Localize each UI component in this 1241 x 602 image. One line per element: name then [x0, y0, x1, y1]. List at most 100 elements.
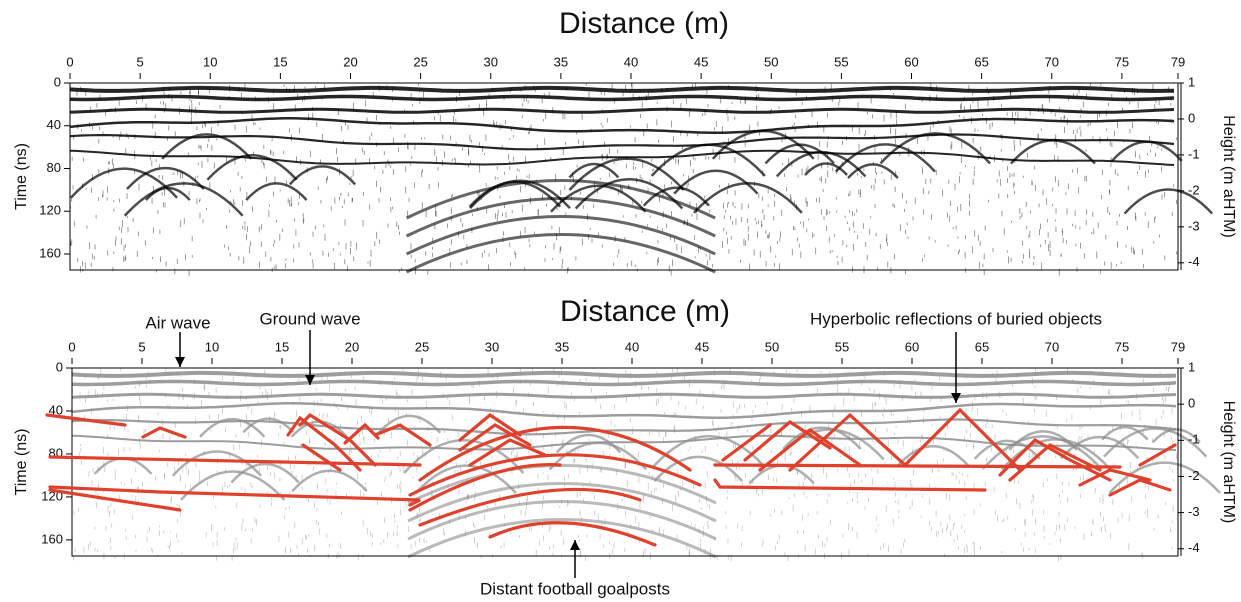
interpreted-reflector: [715, 480, 985, 490]
x-tick-label: 60: [904, 54, 918, 69]
x-tick-label: 0: [66, 54, 73, 69]
y-tick-label: 160: [39, 245, 61, 260]
page: {"chart_data": [ {"type": "radargram", "…: [0, 0, 1241, 602]
interpreted-reflector: [723, 425, 770, 460]
y2-tick-label: 0: [1188, 396, 1195, 411]
reflector-band: [70, 109, 1174, 112]
x-tick-label: 70: [1045, 339, 1059, 354]
x-tick-label: 40: [624, 54, 638, 69]
interpreted-reflector: [715, 465, 1120, 467]
hyperbola-texture: [290, 166, 355, 184]
y-tick-label: 40: [47, 117, 61, 132]
x-tick-label: 65: [975, 339, 989, 354]
x-tick-label: 60: [905, 339, 919, 354]
reflector-band: [70, 97, 1174, 100]
x-tick-label: 15: [273, 54, 287, 69]
x-tick-label: 55: [834, 54, 848, 69]
hyperbola-texture: [125, 183, 243, 215]
x-tick-label: 30: [485, 339, 499, 354]
hyperbola-texture: [694, 183, 802, 213]
y2-tick-label: -1: [1188, 146, 1200, 161]
y-tick-label: 120: [39, 203, 61, 218]
x-tick-label: 25: [413, 54, 427, 69]
hyperbola-texture: [569, 164, 618, 177]
hyperbola-texture: [95, 458, 152, 474]
x-tick-label: 20: [343, 54, 357, 69]
reflector-band: [72, 394, 1176, 397]
x-tick-label: 10: [203, 54, 217, 69]
y2-tick-label: -4: [1188, 540, 1200, 555]
x-tick-label: 40: [625, 339, 639, 354]
x-tick-label: 30: [484, 54, 498, 69]
x-tick-label: 10: [205, 339, 219, 354]
y-axis-title: Time (ns): [13, 429, 30, 496]
hyperbola-texture: [576, 179, 683, 208]
y-tick-label: 80: [47, 160, 61, 175]
reflector-band: [72, 373, 1176, 376]
y-tick-label: 0: [54, 74, 61, 89]
hyperbola-texture: [765, 145, 833, 164]
annotation: Hyperbolic reflections of buried objects: [810, 309, 1102, 328]
hyperbola-texture: [655, 457, 743, 481]
interpreted-reflector: [1080, 470, 1150, 485]
y2-axis-title: Height (m aHTM): [1220, 115, 1237, 238]
annotation: Air wave: [145, 313, 210, 332]
radargram-image: [70, 83, 1212, 276]
y2-tick-label: -3: [1188, 504, 1200, 519]
x-tick-label: 65: [974, 54, 988, 69]
x-tick-label: 5: [138, 339, 145, 354]
hyperbola-texture: [246, 183, 306, 200]
y-axis-title: Time (ns): [13, 143, 30, 210]
x-tick-label: 25: [415, 339, 429, 354]
y2-tick-label: 1: [1188, 74, 1195, 89]
x-tick-label: 0: [68, 339, 75, 354]
deep-hyperbola: [408, 520, 716, 558]
interpreted-reflector: [143, 428, 185, 437]
reflector-band: [70, 135, 1174, 150]
hyperbola-texture: [404, 440, 523, 473]
y-tick-label: 0: [56, 359, 63, 374]
x-tick-label: 45: [695, 339, 709, 354]
y2-tick-label: 0: [1188, 110, 1195, 125]
y2-tick-label: -2: [1188, 468, 1200, 483]
hyperbola-texture: [292, 471, 366, 491]
x-tick-label: 15: [275, 339, 289, 354]
reflector-band: [70, 88, 1174, 91]
x-axis-title: Distance (m): [559, 7, 729, 40]
x-tick-label: 75: [1115, 339, 1129, 354]
hyperbola-texture: [207, 155, 296, 180]
hyperbola-texture: [71, 169, 177, 198]
reflector-band: [70, 118, 1174, 132]
interpreted-reflector: [460, 425, 530, 450]
y-tick-label: 160: [41, 531, 63, 546]
x-tick-label: 35: [554, 54, 568, 69]
figure: Distance (m)0510152025303540455055606570…: [0, 0, 1241, 602]
reflector-band: [72, 382, 1176, 385]
y2-tick-label: 1: [1188, 359, 1195, 374]
annotation: Distant football goalposts: [480, 579, 670, 598]
arrow-head: [175, 357, 185, 367]
x-tick-label: 20: [345, 339, 359, 354]
x-tick-label: 45: [694, 54, 708, 69]
reflector-band: [72, 420, 1176, 435]
y2-axis-title: Height (m aHTM): [1220, 401, 1237, 524]
y2-tick-label: -2: [1188, 182, 1200, 197]
x-axis-title: Distance (m): [560, 295, 730, 328]
y2-tick-label: -1: [1188, 432, 1200, 447]
hyperbola-texture: [569, 159, 683, 190]
y2-tick-label: -4: [1188, 254, 1200, 269]
x-tick-label: 5: [137, 54, 144, 69]
hyperbola-texture: [750, 466, 814, 484]
x-tick-label: 79: [1171, 54, 1185, 69]
hyperbola-texture: [713, 131, 814, 159]
x-tick-label: 55: [835, 339, 849, 354]
arrow-head: [570, 540, 580, 550]
x-tick-label: 79: [1171, 339, 1185, 354]
x-tick-label: 50: [764, 54, 778, 69]
x-tick-label: 50: [765, 339, 779, 354]
reflector-band: [72, 403, 1176, 417]
y2-tick-label: -3: [1188, 218, 1200, 233]
annotation: Ground wave: [259, 309, 360, 328]
x-tick-label: 70: [1045, 54, 1059, 69]
x-tick-label: 35: [555, 339, 569, 354]
